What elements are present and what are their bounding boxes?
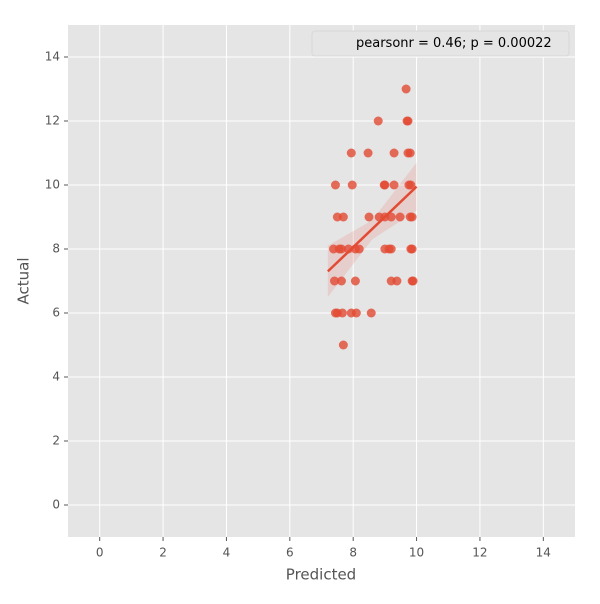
point bbox=[407, 244, 417, 254]
x-tick-label: 6 bbox=[286, 546, 294, 560]
point bbox=[329, 276, 339, 286]
y-tick-label: 12 bbox=[45, 114, 60, 128]
point bbox=[389, 148, 399, 158]
point bbox=[330, 180, 340, 190]
point bbox=[386, 212, 396, 222]
point bbox=[337, 308, 347, 318]
point bbox=[347, 180, 357, 190]
y-tick-label: 6 bbox=[52, 306, 60, 320]
point bbox=[407, 212, 417, 222]
point bbox=[403, 116, 413, 126]
point bbox=[389, 180, 399, 190]
y-tick-label: 10 bbox=[45, 178, 60, 192]
point bbox=[401, 84, 411, 94]
x-tick-label: 2 bbox=[159, 546, 167, 560]
point bbox=[386, 244, 396, 254]
point bbox=[354, 244, 364, 254]
point bbox=[336, 276, 346, 286]
x-tick-label: 0 bbox=[96, 546, 104, 560]
point bbox=[406, 180, 416, 190]
point bbox=[366, 308, 376, 318]
point bbox=[408, 276, 418, 286]
plot-background bbox=[68, 25, 575, 537]
y-tick-label: 4 bbox=[52, 370, 60, 384]
point bbox=[350, 276, 360, 286]
point bbox=[373, 116, 383, 126]
y-axis-label: Actual bbox=[15, 258, 33, 305]
point bbox=[336, 244, 346, 254]
point bbox=[395, 212, 405, 222]
x-tick-label: 14 bbox=[536, 546, 551, 560]
legend-text: pearsonr = 0.46; p = 0.00022 bbox=[356, 36, 552, 51]
x-tick-label: 8 bbox=[349, 546, 357, 560]
legend-box bbox=[311, 30, 570, 57]
point bbox=[364, 212, 374, 222]
point bbox=[338, 212, 348, 222]
point bbox=[363, 148, 373, 158]
point bbox=[380, 180, 390, 190]
x-tick-label: 10 bbox=[409, 546, 424, 560]
point bbox=[346, 148, 356, 158]
y-tick-label: 2 bbox=[52, 434, 60, 448]
point bbox=[351, 308, 361, 318]
y-tick-label: 14 bbox=[45, 50, 60, 64]
x-tick-label: 12 bbox=[472, 546, 487, 560]
point bbox=[405, 148, 415, 158]
y-tick-label: 8 bbox=[52, 242, 60, 256]
point bbox=[338, 340, 348, 350]
x-tick-label: 4 bbox=[223, 546, 231, 560]
point bbox=[392, 276, 402, 286]
y-tick-label: 0 bbox=[52, 498, 60, 512]
regression-line bbox=[326, 185, 418, 273]
x-axis-label: Predicted bbox=[286, 566, 356, 584]
